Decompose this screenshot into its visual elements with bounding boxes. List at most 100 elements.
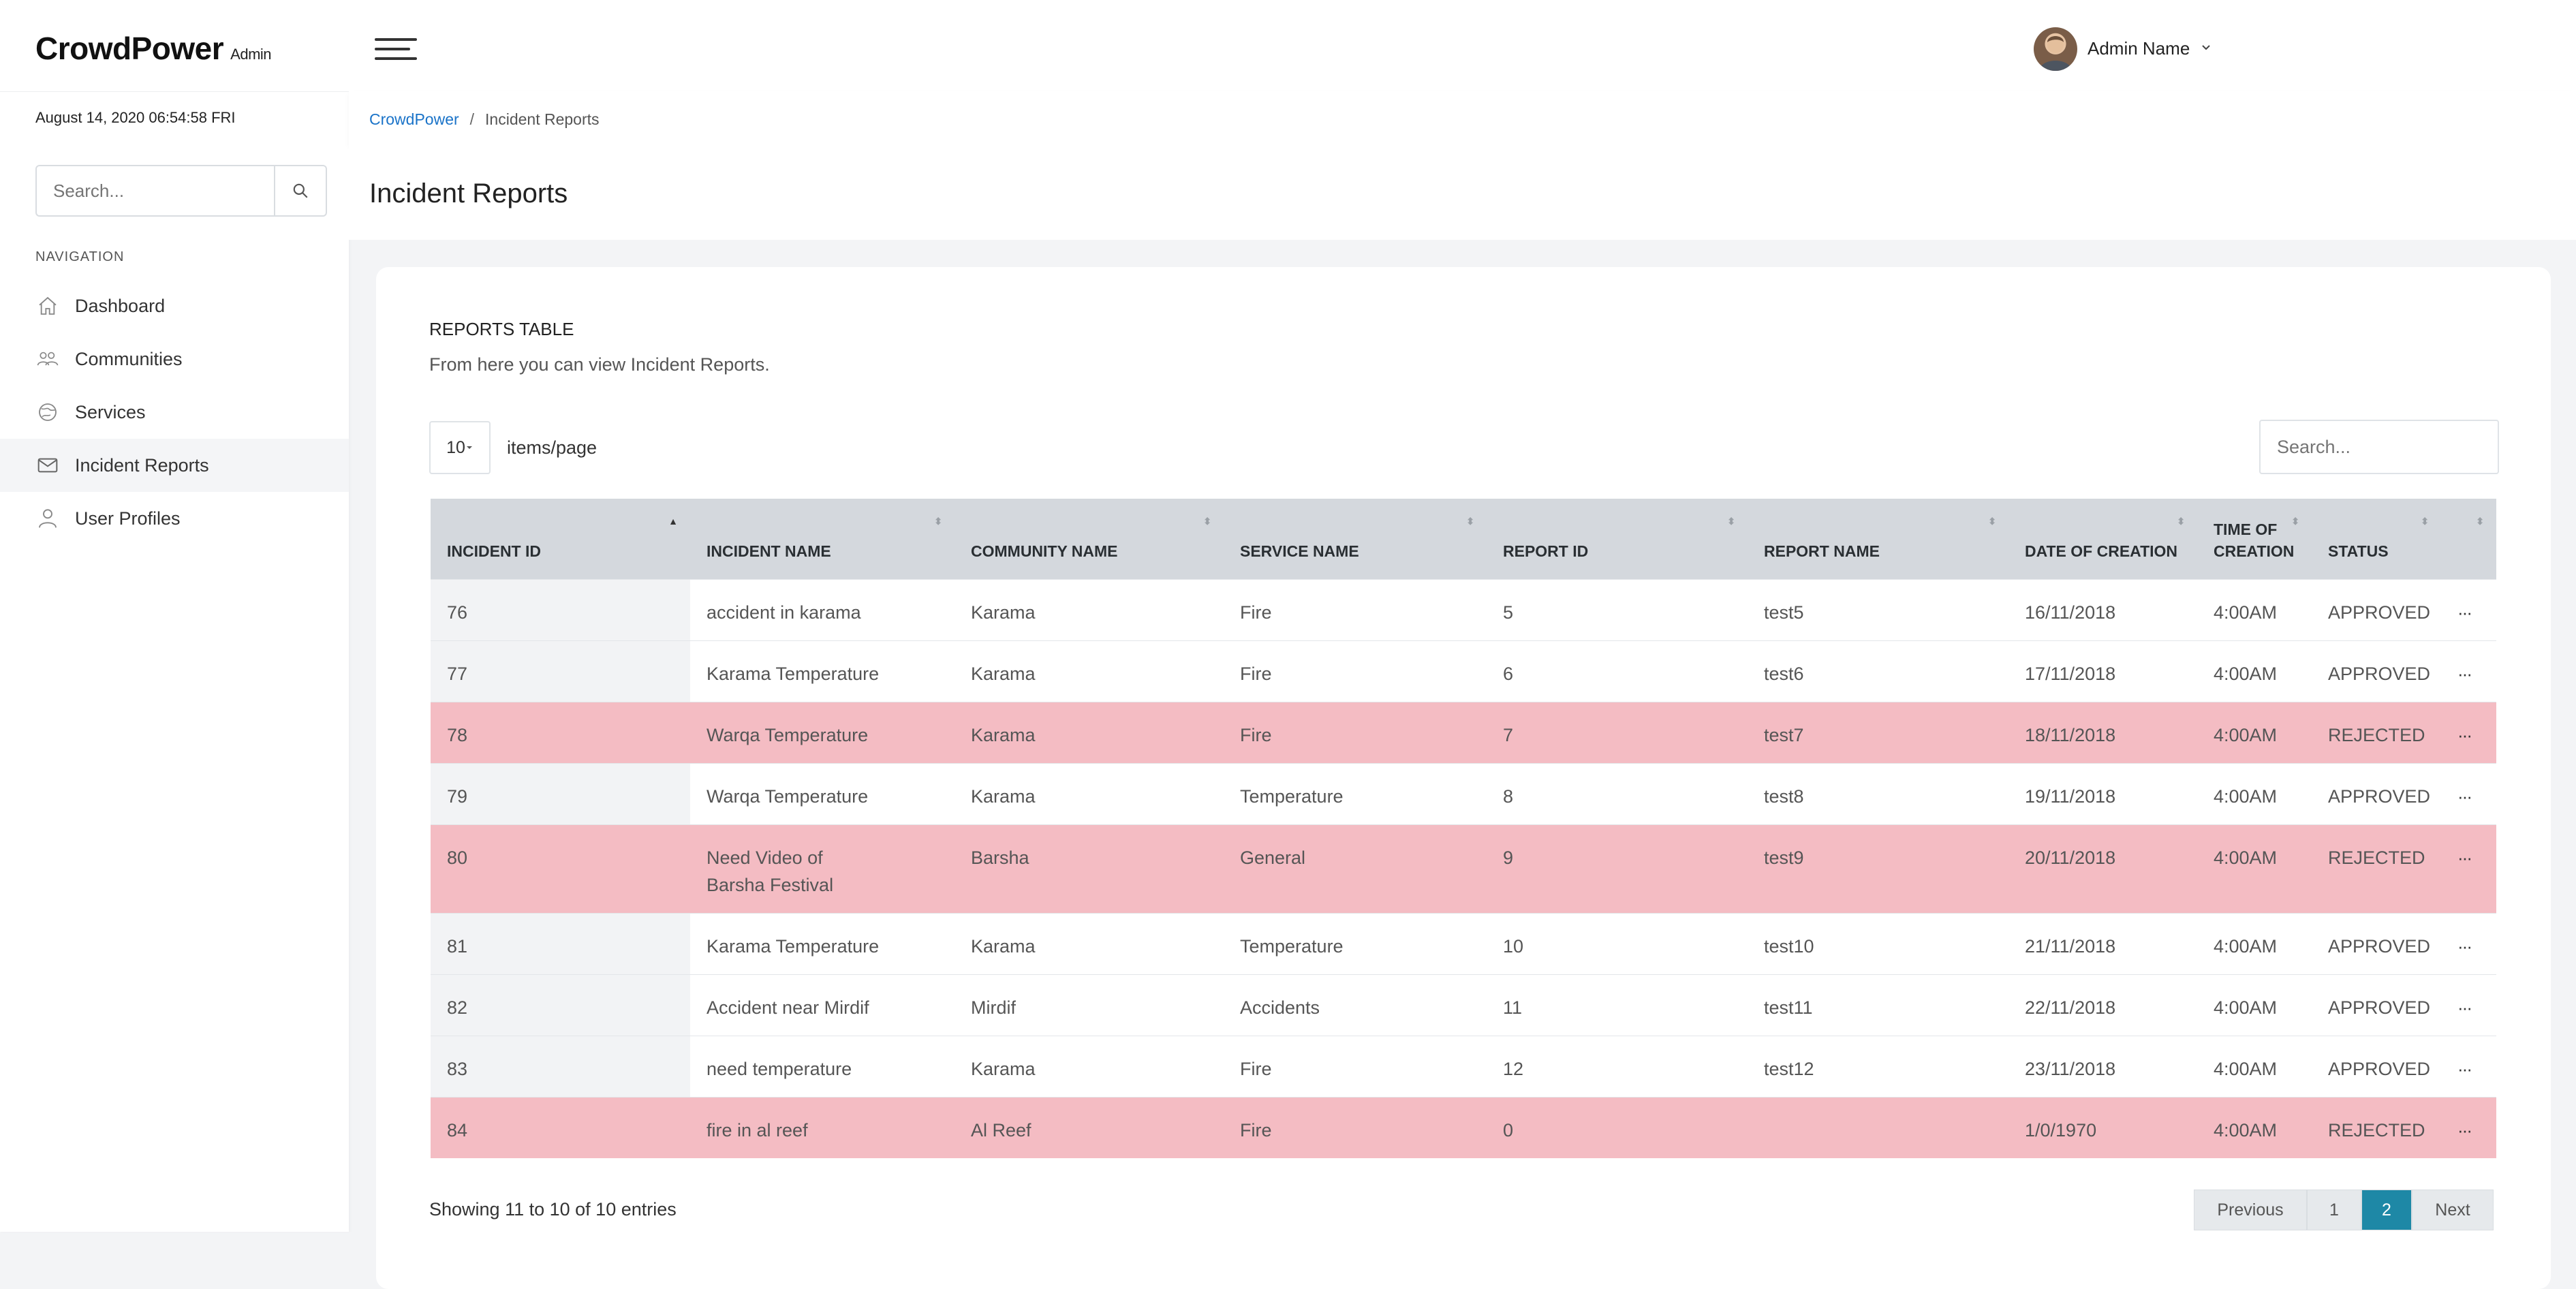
- column-header-report-name[interactable]: REPORT NAME ⬍: [1748, 499, 2008, 579]
- sort-icon[interactable]: ⬍: [1727, 516, 1735, 527]
- pagination: Previous 1 2 Next: [2194, 1190, 2494, 1230]
- sort-asc-icon[interactable]: ▲: [668, 516, 678, 527]
- breadcrumb-separator: /: [469, 110, 475, 128]
- sidebar-item-communities[interactable]: Communities: [0, 332, 349, 386]
- sidebar-search-button[interactable]: [274, 166, 326, 215]
- table-row[interactable]: 76 accident in karama Karama Fire 5 test…: [431, 578, 2496, 640]
- breadcrumb-bar: CrowdPower / Incident Reports: [349, 91, 2576, 144]
- more-options-icon[interactable]: ···: [2457, 1119, 2472, 1140]
- cell-report-id: 10: [1487, 912, 1748, 974]
- row-actions-cell: ···: [2441, 701, 2496, 763]
- sort-icon[interactable]: ⬍: [2177, 516, 2185, 527]
- avatar[interactable]: [2034, 27, 2077, 71]
- cell-incident-id: 84: [431, 1096, 690, 1158]
- sidebar-search-input[interactable]: [37, 166, 277, 215]
- column-header-time-of-creation[interactable]: TIME OF CREATION ⬍: [2197, 499, 2312, 579]
- chevron-down-icon[interactable]: [2199, 41, 2213, 55]
- breadcrumb-root-link[interactable]: CrowdPower: [369, 110, 459, 128]
- table-row[interactable]: 81 Karama Temperature Karama Temperature…: [431, 912, 2496, 974]
- table-row[interactable]: 79 Warqa Temperature Karama Temperature …: [431, 762, 2496, 824]
- cell-status: APPROVED: [2312, 762, 2441, 824]
- more-options-icon[interactable]: ···: [2457, 602, 2472, 623]
- more-options-icon[interactable]: ···: [2457, 1058, 2472, 1079]
- table-row[interactable]: 83 need temperature Karama Fire 12 test1…: [431, 1035, 2496, 1097]
- column-header-label: INCIDENT ID: [447, 542, 541, 561]
- more-options-icon[interactable]: ···: [2457, 935, 2472, 957]
- column-header-date-of-creation[interactable]: DATE OF CREATION ⬍: [2008, 499, 2197, 579]
- breadcrumb: CrowdPower / Incident Reports: [369, 110, 600, 129]
- cell-service-name: Fire: [1224, 1096, 1487, 1158]
- user-name[interactable]: Admin Name: [2088, 38, 2190, 59]
- sidebar-item-dashboard[interactable]: Dashboard: [0, 279, 349, 332]
- pagination-page-2[interactable]: 2: [2361, 1190, 2412, 1230]
- row-actions-cell: ···: [2441, 578, 2496, 640]
- cell-time: 4:00AM: [2197, 762, 2312, 824]
- more-options-icon[interactable]: ···: [2457, 997, 2472, 1018]
- cell-time: 4:00AM: [2197, 1035, 2312, 1097]
- table-search-input[interactable]: [2259, 420, 2499, 474]
- pagination-page-1[interactable]: 1: [2307, 1190, 2361, 1230]
- table-row[interactable]: 80 Need Video of Barsha Festival Barsha …: [431, 824, 2496, 913]
- cell-community-name: Al Reef: [955, 1096, 1224, 1158]
- cell-incident-id: 80: [431, 824, 690, 913]
- column-header-community-name[interactable]: COMMUNITY NAME ⬍: [955, 499, 1224, 579]
- table-row[interactable]: 78 Warqa Temperature Karama Fire 7 test7…: [431, 701, 2496, 763]
- more-options-icon[interactable]: ···: [2457, 847, 2472, 868]
- row-actions-cell: ···: [2441, 640, 2496, 702]
- row-actions-cell: ···: [2441, 912, 2496, 974]
- caret-down-icon: [466, 446, 472, 449]
- reports-table: INCIDENT ID ▲ INCIDENT NAME ⬍ COMMUNITY NA…: [431, 499, 2496, 1158]
- row-actions-cell: ···: [2441, 974, 2496, 1036]
- more-options-icon[interactable]: ···: [2457, 663, 2472, 684]
- sort-icon[interactable]: ⬍: [2421, 516, 2429, 527]
- cell-incident-id: 76: [431, 578, 690, 640]
- sort-icon[interactable]: ⬍: [1988, 516, 1996, 527]
- cell-report-name: test12: [1748, 1035, 2008, 1097]
- breadcrumb-current: Incident Reports: [485, 110, 600, 128]
- cell-report-name: test11: [1748, 974, 2008, 1036]
- pagination-next-button[interactable]: Next: [2412, 1190, 2494, 1230]
- sidebar-item-services[interactable]: Services: [0, 386, 349, 439]
- sidebar-item-user-profiles[interactable]: User Profiles: [0, 492, 349, 545]
- column-header-incident-id[interactable]: INCIDENT ID ▲: [431, 499, 690, 579]
- table-row[interactable]: 77 Karama Temperature Karama Fire 6 test…: [431, 640, 2496, 702]
- cell-report-name: test5: [1748, 578, 2008, 640]
- column-header-service-name[interactable]: SERVICE NAME ⬍: [1224, 499, 1487, 579]
- cell-time: 4:00AM: [2197, 974, 2312, 1036]
- more-options-icon[interactable]: ···: [2457, 724, 2472, 745]
- sort-icon[interactable]: ⬍: [934, 516, 942, 527]
- cell-report-id: 11: [1487, 974, 1748, 1036]
- column-header-label: STATUS: [2328, 542, 2389, 561]
- sort-icon[interactable]: ⬍: [2476, 516, 2484, 527]
- menu-toggle-icon[interactable]: [375, 38, 417, 63]
- sidebar-item-incident-reports[interactable]: Incident Reports: [0, 439, 349, 492]
- sort-icon[interactable]: ⬍: [1466, 516, 1474, 527]
- cell-service-name: Fire: [1224, 1035, 1487, 1097]
- column-header-incident-name[interactable]: INCIDENT NAME ⬍: [690, 499, 955, 579]
- sidebar-item-label: User Profiles: [75, 508, 181, 529]
- table-row[interactable]: 84 fire in al reef Al Reef Fire 0 1/0/19…: [431, 1096, 2496, 1158]
- items-per-page-value: 10: [446, 437, 465, 457]
- column-header-status[interactable]: STATUS ⬍: [2312, 499, 2441, 579]
- cell-incident-name: Need Video of Barsha Festival: [690, 824, 955, 913]
- cell-service-name: Temperature: [1224, 762, 1487, 824]
- column-header-report-id[interactable]: REPORT ID ⬍: [1487, 499, 1748, 579]
- cell-community-name: Karama: [955, 640, 1224, 702]
- cell-report-id: 0: [1487, 1096, 1748, 1158]
- sidebar-divider: [0, 91, 349, 92]
- sort-icon[interactable]: ⬍: [1203, 516, 1211, 527]
- cell-community-name: Mirdif: [955, 974, 1224, 1036]
- brand-logo[interactable]: CrowdPower Admin: [35, 30, 272, 67]
- cell-incident-name: Accident near Mirdif: [690, 974, 955, 1036]
- items-per-page-select[interactable]: 10: [429, 421, 491, 474]
- cell-status: APPROVED: [2312, 578, 2441, 640]
- more-options-icon[interactable]: ···: [2457, 786, 2472, 807]
- brand-name: CrowdPower: [35, 31, 224, 66]
- pagination-previous-button[interactable]: Previous: [2194, 1190, 2307, 1230]
- cell-date: 17/11/2018: [2008, 640, 2197, 702]
- sort-icon[interactable]: ⬍: [2291, 516, 2299, 527]
- row-actions-cell: ···: [2441, 1035, 2496, 1097]
- table-row[interactable]: 82 Accident near Mirdif Mirdif Accidents…: [431, 974, 2496, 1036]
- pagination-info: Showing 11 to 10 of 10 entries: [429, 1199, 677, 1220]
- sidebar-item-label: Dashboard: [75, 295, 166, 316]
